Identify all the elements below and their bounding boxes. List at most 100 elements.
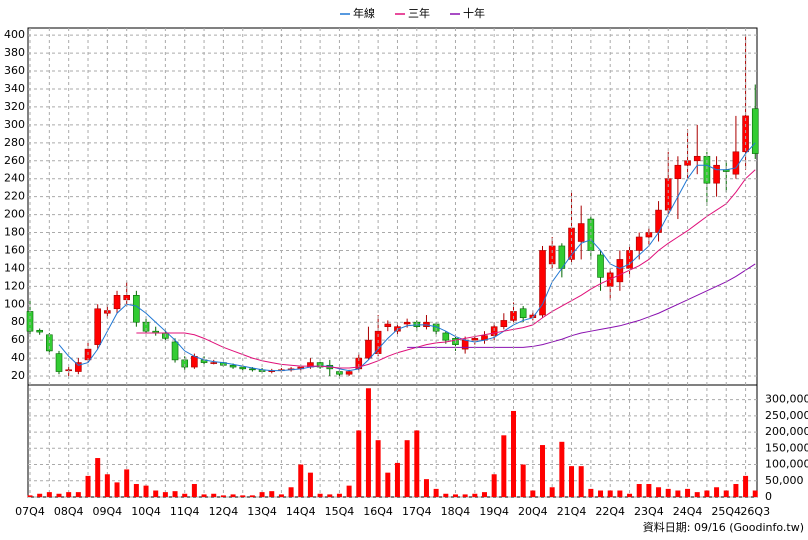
volume-bar bbox=[646, 484, 652, 497]
y-tick-label: 360 bbox=[4, 64, 25, 77]
volume-bar bbox=[220, 495, 226, 497]
candle-body bbox=[365, 339, 372, 359]
volume-bar bbox=[172, 491, 178, 497]
volume-bar bbox=[95, 458, 101, 497]
x-tick-label: 16Q4 bbox=[363, 505, 393, 518]
y-tick-label: 0 bbox=[765, 490, 772, 503]
x-tick-label: 25Q4 bbox=[711, 505, 741, 518]
y-tick-label: 40 bbox=[11, 351, 25, 364]
candle-body bbox=[384, 323, 392, 327]
x-tick-label: 19Q4 bbox=[479, 505, 509, 518]
volume-bar bbox=[27, 495, 33, 497]
y-tick-label: 250,000 bbox=[765, 409, 808, 422]
volume-bar bbox=[104, 474, 110, 497]
volume-bar bbox=[578, 466, 584, 497]
volume-bar bbox=[520, 464, 526, 497]
volume-bar bbox=[298, 464, 304, 497]
volume-bar bbox=[627, 493, 633, 497]
volume-bar bbox=[452, 494, 458, 497]
volume-bar bbox=[56, 493, 62, 497]
x-tick-label: 13Q4 bbox=[247, 505, 277, 518]
candle-body bbox=[635, 236, 643, 251]
volume-bar bbox=[685, 488, 691, 497]
volume-bar bbox=[733, 484, 739, 497]
candle-body bbox=[548, 245, 556, 265]
candle-body bbox=[94, 308, 101, 345]
volume-bar bbox=[704, 490, 710, 497]
x-tick-label: 23Q4 bbox=[634, 505, 664, 518]
x-tick-label: 08Q4 bbox=[54, 505, 84, 518]
volume-bar bbox=[37, 493, 43, 497]
volume-bar bbox=[201, 494, 207, 497]
x-tick-label: 18Q4 bbox=[441, 505, 471, 518]
volume-bar bbox=[559, 441, 565, 497]
volume-bar bbox=[752, 490, 758, 497]
x-tick-label: 20Q4 bbox=[518, 505, 548, 518]
candle-body bbox=[75, 362, 82, 372]
footer: 資料日期: 09/16 (Goodinfo.tw) bbox=[643, 520, 804, 534]
candle-body bbox=[519, 308, 527, 319]
volume-bar bbox=[336, 493, 342, 497]
legend-label: 年線 bbox=[353, 6, 375, 20]
volume-bar bbox=[191, 484, 197, 497]
candle-body bbox=[210, 362, 218, 364]
candle-body bbox=[133, 295, 140, 323]
y-tick-label: 380 bbox=[4, 46, 25, 59]
candle-body bbox=[539, 250, 546, 316]
y-tick-label: 260 bbox=[4, 154, 25, 167]
volume-bar bbox=[569, 466, 575, 497]
x-tick-label: 24Q4 bbox=[673, 505, 703, 518]
volume-bar bbox=[259, 492, 265, 497]
candle-body bbox=[345, 371, 353, 375]
candle-body bbox=[403, 321, 411, 325]
volume-bar bbox=[743, 475, 749, 497]
x-tick-label: 09Q4 bbox=[93, 505, 123, 518]
candle-body bbox=[626, 250, 633, 269]
y-tick-label: 140 bbox=[4, 261, 25, 274]
candle-body bbox=[664, 178, 672, 211]
volume-bar bbox=[162, 492, 168, 497]
x-tick-label: 12Q4 bbox=[209, 505, 239, 518]
volume-bar bbox=[269, 491, 275, 497]
y-tick-label: 180 bbox=[4, 226, 25, 239]
volume-bar bbox=[404, 440, 410, 497]
volume-bar bbox=[723, 490, 729, 497]
plot-frame bbox=[27, 27, 758, 498]
legend-label: 三年 bbox=[408, 6, 430, 20]
candle-body bbox=[616, 259, 624, 283]
volume-bar bbox=[549, 487, 555, 497]
volume-bar bbox=[472, 493, 478, 497]
volume-bar bbox=[307, 472, 313, 497]
volume-bar bbox=[617, 490, 623, 497]
volume-bar bbox=[288, 487, 294, 497]
candle-body bbox=[36, 329, 43, 333]
x-tick-label: 26Q3 bbox=[740, 505, 770, 518]
x-tick-label: 07Q4 bbox=[15, 505, 45, 518]
volume-bar bbox=[85, 475, 91, 497]
y-tick-label: 160 bbox=[4, 243, 25, 256]
candle-body bbox=[171, 341, 179, 361]
y-tick-label: 340 bbox=[4, 82, 25, 95]
candle-body bbox=[239, 366, 247, 370]
volume-bar bbox=[385, 472, 391, 497]
volume-bar bbox=[423, 479, 429, 497]
volume-bar bbox=[278, 494, 284, 497]
volume-bar bbox=[462, 494, 468, 497]
y-tick-label: 50,000 bbox=[765, 474, 804, 487]
y-tick-label: 220 bbox=[4, 190, 25, 203]
volume-bar bbox=[46, 492, 52, 497]
volume-bar bbox=[714, 487, 720, 497]
candle-body bbox=[471, 338, 479, 341]
volume-bar bbox=[636, 484, 642, 497]
volume-bar bbox=[598, 490, 604, 497]
y-tick-label: 300 bbox=[4, 118, 25, 131]
candle-body bbox=[577, 223, 585, 242]
volume-bar bbox=[66, 492, 72, 497]
x-tick-label: 21Q4 bbox=[557, 505, 587, 518]
volume-bar bbox=[665, 488, 671, 497]
y-tick-label: 240 bbox=[4, 172, 25, 185]
x-tick-label: 11Q4 bbox=[170, 505, 200, 518]
y-tick-label: 150,000 bbox=[765, 441, 808, 454]
ma-line bbox=[407, 263, 756, 348]
y-tick-label: 400 bbox=[4, 28, 25, 41]
